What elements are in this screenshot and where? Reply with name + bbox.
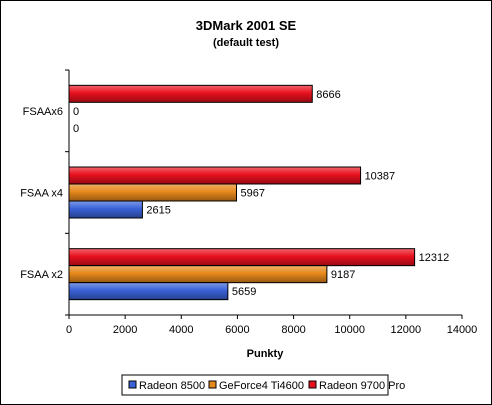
legend: Radeon 8500 GeForce4 Ti4600 Radeon 9700 Pr… bbox=[121, 374, 405, 396]
data-label: 12312 bbox=[419, 252, 450, 264]
x-tick-label: 6000 bbox=[225, 324, 249, 336]
data-label: 0 bbox=[73, 123, 79, 135]
category-label: FSAAx6 bbox=[23, 106, 63, 118]
x-tick-label: 10000 bbox=[334, 324, 365, 336]
bar bbox=[68, 265, 328, 284]
legend-swatch bbox=[308, 380, 317, 389]
x-tick-label: 12000 bbox=[391, 324, 422, 336]
data-label: 0 bbox=[73, 106, 79, 118]
x-axis-label: Punkty bbox=[247, 348, 285, 360]
bar bbox=[68, 282, 229, 301]
x-tick-label: 2000 bbox=[113, 324, 137, 336]
legend-swatch bbox=[208, 380, 217, 389]
category-label: FSAA x4 bbox=[20, 188, 63, 200]
data-label: 9187 bbox=[331, 269, 355, 281]
chart-title: 3DMark 2001 SE bbox=[196, 18, 297, 33]
x-tick-label: 4000 bbox=[169, 324, 193, 336]
plot-area: 8666 0 0 FSAAx6 10387 5967 2615 FSAA x4 12312 918… bbox=[20, 69, 478, 336]
bar bbox=[68, 200, 143, 219]
data-label: 5967 bbox=[241, 188, 265, 200]
legend-swatch bbox=[128, 380, 137, 389]
legend-entry: Radeon 9700 Pro bbox=[319, 380, 405, 392]
bar bbox=[68, 84, 313, 103]
data-label: 10387 bbox=[365, 171, 396, 183]
chart-subtitle: (default test) bbox=[213, 37, 279, 49]
data-label: 5659 bbox=[232, 286, 256, 298]
bar bbox=[68, 166, 362, 185]
x-tick-label: 0 bbox=[66, 324, 72, 336]
category-label: FSAA x2 bbox=[20, 269, 63, 281]
bar bbox=[68, 248, 416, 267]
bar bbox=[68, 183, 238, 202]
data-label: 2615 bbox=[146, 205, 170, 217]
legend-entry: Radeon 8500 bbox=[139, 380, 205, 392]
legend-box bbox=[121, 374, 389, 396]
x-tick-label: 14000 bbox=[447, 324, 478, 336]
data-label: 8666 bbox=[316, 89, 340, 101]
x-tick-label: 8000 bbox=[281, 324, 305, 336]
legend-entry: GeForce4 Ti4600 bbox=[219, 380, 304, 392]
